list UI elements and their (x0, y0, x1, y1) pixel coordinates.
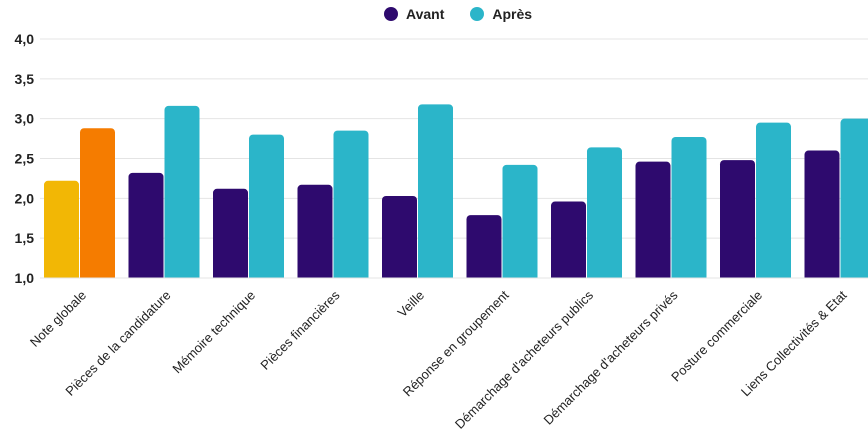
bar-apres (671, 136, 707, 278)
y-tick-label: 1,5 (15, 230, 35, 246)
y-tick-label: 1,0 (15, 270, 35, 286)
bar-base (756, 272, 791, 278)
bar-base (128, 272, 164, 278)
bar-base (80, 272, 115, 278)
x-tick-label: Démarchage d'acheteurs privés (541, 287, 681, 427)
bar-apres (756, 122, 791, 279)
legend-swatch-apres (470, 7, 485, 21)
bar-avant (720, 160, 755, 278)
bar-apres (249, 134, 284, 278)
x-tick-label: Posture commerciale (668, 288, 765, 385)
bar-apres (80, 128, 115, 278)
y-tick-label: 2,5 (15, 151, 35, 167)
legend-label-avant: Avant (406, 6, 445, 22)
bar-avant (213, 188, 248, 278)
legend-item-avant: Avant (384, 6, 444, 22)
bar-base (297, 272, 333, 278)
bar-apres (502, 164, 538, 278)
x-tick-label: Démarchage d'acheteurs publics (452, 287, 597, 432)
bar-base (720, 272, 755, 278)
bar-base (840, 272, 868, 278)
bar-base (635, 272, 671, 278)
bar-base (551, 272, 586, 278)
bar-base (418, 272, 453, 278)
bar-base (164, 272, 200, 278)
bar-base (249, 272, 284, 278)
bar-avant (297, 184, 333, 278)
bar-apres (164, 105, 200, 278)
bar-base (333, 272, 369, 278)
bar-avant (804, 150, 840, 278)
bar-apres (333, 130, 369, 278)
bar-base (587, 272, 622, 278)
y-tick-label: 3,0 (15, 111, 35, 127)
bar-apres (587, 147, 622, 278)
bar-avant (635, 161, 671, 278)
x-tick-label: Note globale (27, 288, 89, 350)
bar-avant (128, 172, 164, 278)
bar-avant (44, 180, 79, 278)
x-tick-label: Veille (395, 288, 428, 321)
x-tick-label: Mémoire technique (169, 288, 258, 377)
bar-apres (418, 104, 453, 279)
y-tick-label: 2,0 (15, 190, 35, 206)
bar-base (466, 272, 502, 278)
legend-item-apres: Après (470, 6, 532, 22)
x-tick-label: Pièces financières (257, 287, 343, 373)
bar-base (502, 272, 538, 278)
bar-base (382, 272, 417, 278)
bar-avant (382, 195, 417, 278)
legend-label-apres: Après (492, 6, 533, 22)
y-tick-label: 4,0 (15, 31, 35, 47)
bar-apres (840, 118, 868, 278)
bar-base (44, 272, 79, 278)
bar-avant (466, 215, 502, 278)
bar-base (804, 272, 840, 278)
bar-base (671, 272, 707, 278)
bar-base (213, 272, 248, 278)
legend-swatch-avant (384, 7, 398, 21)
y-tick-label: 3,5 (15, 71, 35, 87)
bar-avant (551, 201, 586, 278)
legend: Avant Après (384, 6, 558, 22)
